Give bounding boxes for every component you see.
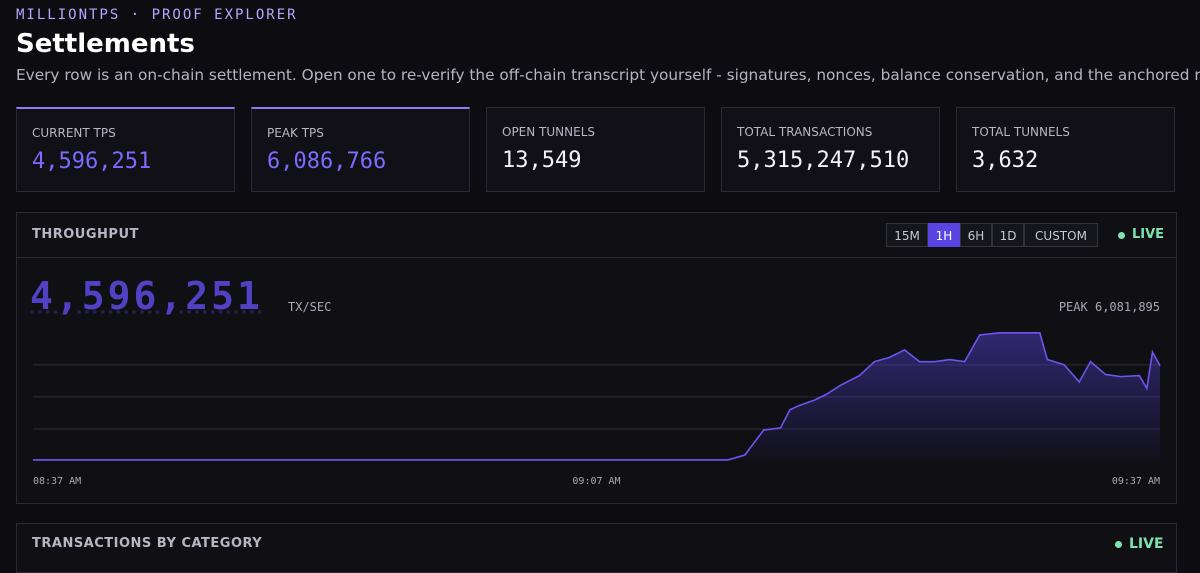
stat-label: PEAK TPS bbox=[267, 126, 324, 140]
page: MILLIONTPS · PROOF EXPLORER Settlements … bbox=[16, 7, 1200, 573]
panel-title: TRANSACTIONS BY CATEGORY bbox=[32, 536, 263, 551]
stat-label: TOTAL TRANSACTIONS bbox=[737, 125, 873, 139]
stat-card: TOTAL TUNNELS 3,632 bbox=[956, 107, 1175, 192]
subtitle: Every row is an on-chain settlement. Ope… bbox=[16, 66, 1200, 84]
range-button[interactable]: 15M bbox=[886, 223, 928, 247]
live-dot bbox=[1118, 232, 1125, 239]
peak-value: 6,081,895 bbox=[1094, 300, 1160, 314]
stat-card: OPEN TUNNELS 13,549 bbox=[486, 107, 705, 192]
stat-value: 3,632 bbox=[972, 148, 1039, 173]
range-button[interactable]: 1D bbox=[992, 223, 1024, 247]
live-dot bbox=[1115, 541, 1122, 548]
brand: MILLIONTPS · PROOF EXPLORER bbox=[16, 7, 298, 23]
stat-card: CURRENT TPS 4,596,251 bbox=[16, 107, 235, 192]
range-button[interactable]: CUSTOM bbox=[1024, 223, 1098, 247]
page-title: Settlements bbox=[16, 29, 195, 59]
unit: TX/SEC bbox=[288, 300, 332, 314]
stat-value: 5,315,247,510 bbox=[737, 148, 910, 173]
panel-title: THROUGHPUT bbox=[32, 227, 139, 242]
stat-value: 6,086,766 bbox=[267, 149, 387, 174]
stat-label: CURRENT TPS bbox=[32, 126, 116, 140]
stat-label: OPEN TUNNELS bbox=[502, 125, 596, 139]
stat-value: 4,596,251 bbox=[32, 149, 152, 174]
stat-value: 13,549 bbox=[502, 148, 582, 173]
divider bbox=[17, 257, 1176, 258]
range-button[interactable]: 1H bbox=[928, 223, 960, 247]
live: LIVE bbox=[1132, 227, 1165, 242]
peak: PEAK 6,081,895 bbox=[1059, 300, 1160, 314]
peak-label: PEAK bbox=[1058, 300, 1088, 314]
live: LIVE bbox=[1129, 536, 1164, 552]
stat-card: TOTAL TRANSACTIONS 5,315,247,510 bbox=[721, 107, 940, 192]
stat-label: TOTAL TUNNELS bbox=[972, 125, 1070, 139]
throughput-panel bbox=[16, 212, 1177, 504]
range-button[interactable]: 6H bbox=[960, 223, 992, 247]
current-tps: 4,596,251 bbox=[30, 274, 263, 318]
stat-card: PEAK TPS 6,086,766 bbox=[251, 107, 470, 192]
